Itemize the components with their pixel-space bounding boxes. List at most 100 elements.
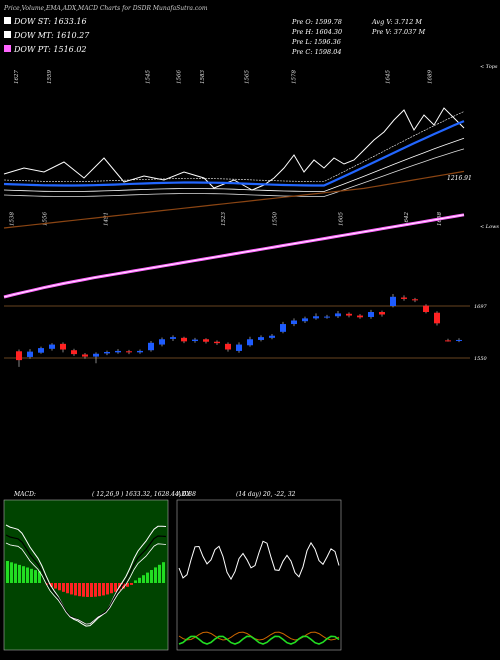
candle <box>412 297 418 303</box>
macd-hist-bar <box>46 583 49 585</box>
adx-plus-di-line <box>178 635 340 645</box>
macd-hist-bar <box>114 583 117 592</box>
macd-hist-bar <box>162 562 165 583</box>
macd-hist-bar <box>26 567 29 583</box>
macd-hist-bar <box>58 583 61 591</box>
candle <box>60 342 66 353</box>
candle <box>148 341 154 352</box>
candle <box>82 353 88 359</box>
candle <box>192 337 198 343</box>
price-plot: 1216.91 1697 1550 <box>3 107 488 367</box>
ohlc-high: Pre H: 1604.30 <box>291 28 342 36</box>
candle <box>93 352 99 364</box>
macd-hist-bar <box>98 583 101 597</box>
candle <box>181 336 187 344</box>
candle <box>159 337 165 347</box>
low-tick-3: 1523 <box>221 212 227 226</box>
legend-swatch-pt <box>4 45 11 52</box>
low-tick-6: 1642 <box>404 212 410 226</box>
ema-white-line-2 <box>3 148 465 197</box>
macd-hist-bar <box>134 580 137 583</box>
macd-hist-bar <box>50 583 53 587</box>
adx-label: ADX <box>176 491 191 498</box>
macd-hist-bar <box>122 583 125 589</box>
candle <box>302 316 308 323</box>
top-tick-2: 1545 <box>146 70 152 84</box>
macd-hist-bar <box>74 583 77 596</box>
macd-hist-bar <box>54 583 57 589</box>
price-level-label-1: 1550 <box>474 356 488 362</box>
top-tick-7: 1645 <box>385 70 391 84</box>
candle <box>269 333 275 340</box>
legend-st: DOW ST: 1633.16 <box>13 17 87 26</box>
macd-hist-bar <box>14 563 17 583</box>
candle <box>115 349 121 354</box>
macd-hist-bar <box>82 583 85 597</box>
candle <box>445 338 451 342</box>
ohlc-low: Pre L: 1596.36 <box>291 38 341 46</box>
macd-hist-bar <box>110 583 113 594</box>
top-tick-6: 1578 <box>291 70 297 84</box>
macd-hist-bar <box>102 583 105 596</box>
macd-hist-bar <box>94 583 97 597</box>
candle <box>49 343 55 351</box>
top-tick-8: 1689 <box>428 70 434 84</box>
brown-trend-line <box>3 170 465 229</box>
candle <box>346 312 352 318</box>
macd-hist-bar <box>146 572 149 583</box>
low-tick-2: 1491 <box>103 212 109 226</box>
candle <box>291 318 297 327</box>
macd-hist-bar <box>150 570 153 583</box>
macd-hist-bar <box>10 562 13 583</box>
candle <box>379 310 385 317</box>
candle <box>335 310 341 319</box>
line-value-label: 1216.91 <box>447 175 472 182</box>
low-tick-0: 1538 <box>9 212 15 226</box>
macd-hist-bar <box>78 583 81 597</box>
candle <box>280 321 286 334</box>
candle <box>313 313 319 320</box>
candle <box>390 293 396 308</box>
candle <box>27 349 33 359</box>
low-tick-4: 1550 <box>273 212 279 226</box>
macd-hist-bar <box>86 583 89 597</box>
top-tick-1: 1559 <box>47 70 53 84</box>
candle <box>137 349 143 354</box>
adx-minus-di-line <box>178 631 340 641</box>
candle <box>401 295 407 301</box>
ema-dotted-line <box>3 111 465 182</box>
candle <box>170 335 176 342</box>
candle <box>357 314 363 319</box>
macd-hist-bar <box>126 583 129 587</box>
macd-hist-bar <box>62 583 65 592</box>
macd-hist-bar <box>90 583 93 597</box>
macd-slow-line <box>5 542 167 625</box>
chart-title: Price,Volume,EMA,ADX,MACD Charts for DSD… <box>3 5 208 12</box>
legend-pt: DOW PT: 1516.02 <box>13 45 87 54</box>
candle <box>247 336 253 347</box>
candle <box>203 338 209 344</box>
macd-hist-bar <box>138 577 141 583</box>
top-price-line <box>3 107 465 191</box>
legend-mt: DOW MT: 1610.27 <box>13 31 90 40</box>
legend-swatch-mt <box>4 31 11 38</box>
macd-line <box>5 524 167 627</box>
adx-panel <box>176 499 342 651</box>
candle <box>214 340 220 345</box>
macd-hist-bar <box>70 583 73 595</box>
legend-swatch-st <box>4 17 11 24</box>
avg-volume: Avg V: 3.712 M <box>371 18 422 26</box>
macd-hist-bar <box>18 564 21 583</box>
candle <box>434 311 440 326</box>
ohlc-open: Pre O: 1599.78 <box>291 18 342 26</box>
macd-hist-bar <box>38 571 41 583</box>
prev-volume: Pre V: 37.037 M <box>371 28 425 36</box>
macd-panel <box>3 499 169 651</box>
macd-hist-bar <box>30 568 33 583</box>
candle <box>104 350 110 356</box>
legend: DOW ST: 1633.16 DOW MT: 1610.27 DOW PT: … <box>4 17 90 54</box>
top-tick-0: 1627 <box>14 70 20 84</box>
top-tick-4: 1583 <box>200 70 206 84</box>
price-level-label-0: 1697 <box>474 304 488 310</box>
